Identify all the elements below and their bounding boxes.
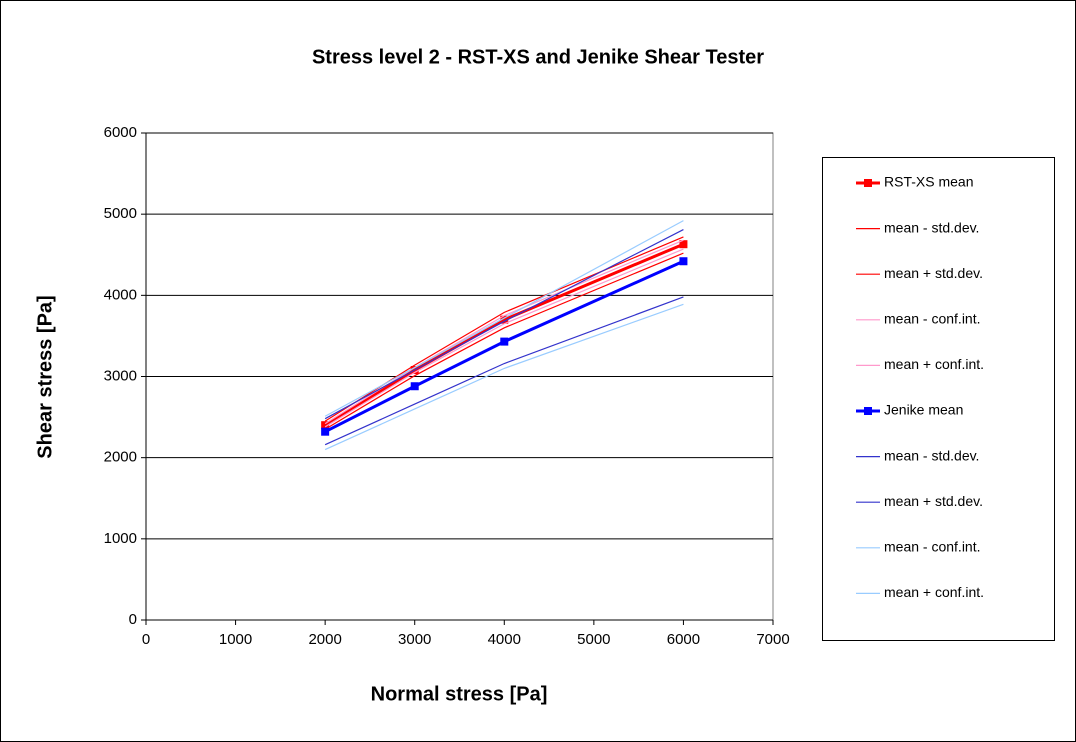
data-point: [679, 240, 688, 249]
data-point: [679, 257, 688, 266]
data-point: [321, 427, 330, 436]
series-line: [324, 239, 684, 425]
y-tick-label: 5000: [104, 205, 137, 222]
legend-label: mean + conf.int.: [884, 356, 984, 372]
legend-marker: [864, 407, 872, 415]
series-line: [324, 303, 684, 451]
series-line: [324, 242, 685, 427]
x-tick-label: 2000: [308, 631, 341, 648]
y-tick-label: 6000: [104, 124, 137, 141]
series-line: [324, 229, 684, 420]
legend-box: [822, 157, 1055, 641]
legend-label: mean - conf.int.: [884, 539, 981, 555]
legend-label: mean + std.dev.: [884, 265, 983, 281]
data-point: [321, 421, 330, 430]
legend-label: mean + std.dev.: [884, 493, 983, 509]
x-tick-label: 1000: [219, 631, 252, 648]
series-line: [324, 259, 685, 434]
x-tick-label: 0: [142, 631, 150, 648]
chart-title: Stress level 2 - RST-XS and Jenike Shear…: [312, 46, 764, 68]
series-line: [324, 296, 684, 446]
y-tick-label: 2000: [104, 449, 137, 466]
series-line: [324, 252, 684, 430]
legend-label: mean + conf.int.: [884, 584, 984, 600]
series-line: [324, 220, 684, 417]
series-line: [324, 236, 684, 422]
y-axis-label: Shear stress [Pa]: [34, 295, 56, 458]
y-tick-label: 0: [129, 611, 137, 628]
data-point: [500, 315, 509, 324]
x-axis-label: Normal stress [Pa]: [371, 683, 548, 705]
y-tick-label: 3000: [104, 367, 137, 384]
legend-label: Jenike mean: [884, 402, 963, 418]
x-tick-label: 5000: [577, 631, 610, 648]
legend-label: RST-XS mean: [884, 174, 973, 190]
x-tick-label: 6000: [667, 631, 700, 648]
series-line: [324, 248, 684, 428]
x-tick-label: 7000: [756, 631, 789, 648]
data-point: [410, 382, 419, 391]
legend-marker: [864, 179, 872, 187]
legend-label: mean - std.dev.: [884, 447, 979, 463]
x-tick-label: 3000: [398, 631, 431, 648]
x-tick-label: 4000: [488, 631, 521, 648]
y-tick-label: 4000: [104, 286, 137, 303]
data-point: [500, 337, 509, 346]
y-tick-label: 1000: [104, 530, 137, 547]
legend-label: mean - conf.int.: [884, 311, 981, 327]
legend-label: mean - std.dev.: [884, 219, 979, 235]
